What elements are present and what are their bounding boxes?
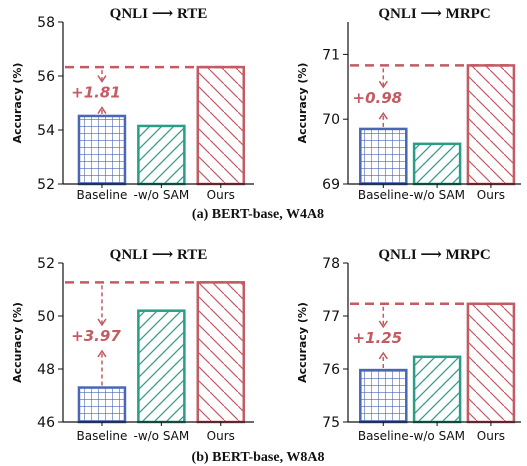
- caption-b: (b) BERT-base, W8A8: [192, 450, 325, 465]
- arrow-down-icon: [378, 80, 388, 89]
- y-tick-label: 52: [37, 177, 55, 193]
- y-tick-label: 71: [322, 47, 340, 63]
- chart-title: QNLI ⟶ RTE: [110, 247, 208, 263]
- y-tick-label: 76: [322, 362, 340, 378]
- improvement-label: +0.98: [353, 89, 403, 107]
- y-tick-label: 69: [322, 177, 340, 193]
- bar-wo-sam: [137, 309, 186, 424]
- bar-wo-sam: [137, 124, 186, 186]
- y-tick-label: 46: [37, 415, 55, 431]
- y-axis-label: Accuracy (%): [296, 302, 309, 383]
- arrow-down-icon: [378, 320, 388, 329]
- chart-panel-w4a8-rte: QNLI ⟶ RTE Accuracy (%) 52 54 56 58 Baseline -w…: [11, 6, 254, 202]
- chart-panel-w4a8-mrpc: QNLI ⟶ MRPC Accuracy (%) 69 70 71 Baseline -w/…: [296, 6, 521, 202]
- y-axis-label: Accuracy (%): [11, 63, 24, 144]
- y-tick-label: 54: [37, 123, 55, 139]
- chart-title: QNLI ⟶ MRPC: [378, 6, 490, 22]
- x-tick-label: -w/o SAM: [133, 429, 189, 443]
- improvement-label: +1.81: [71, 84, 121, 102]
- x-tick-label: -w/o SAM: [409, 429, 465, 443]
- y-tick-label: 77: [322, 309, 340, 325]
- arrow-up-icon: [378, 351, 388, 360]
- bar-baseline: [77, 114, 127, 186]
- bar-baseline: [77, 386, 127, 424]
- x-tick-label: Baseline: [358, 188, 409, 202]
- arrow-down-icon: [97, 318, 107, 327]
- y-tick-label: 48: [37, 362, 55, 378]
- y-tick-label: 56: [37, 69, 55, 85]
- x-tick-label: Baseline: [77, 429, 128, 443]
- x-tick-label: Ours: [477, 188, 505, 202]
- improvement-label: +3.97: [71, 327, 121, 345]
- bar-baseline: [359, 127, 408, 186]
- chart-panel-w8a8-mrpc: QNLI ⟶ MRPC Accuracy (%) 75 76 77 78 Baseline -…: [296, 247, 521, 443]
- bar-baseline: [359, 368, 408, 424]
- y-tick-label: 78: [322, 256, 340, 272]
- x-tick-label: -w/o SAM: [133, 188, 189, 202]
- arrow-up-icon: [97, 106, 107, 114]
- x-tick-label: Baseline: [358, 429, 409, 443]
- chart-title: QNLI ⟶ RTE: [110, 6, 208, 22]
- x-tick-label: Ours: [207, 429, 235, 443]
- x-tick-label: Baseline: [77, 188, 128, 202]
- arrow-up-icon: [378, 111, 388, 120]
- improvement-label: +1.25: [353, 329, 403, 347]
- arrow-down-icon: [97, 75, 107, 83]
- y-tick-label: 58: [37, 15, 55, 31]
- bar-ours: [466, 302, 516, 424]
- y-tick-label: 70: [322, 112, 340, 128]
- y-tick-label: 75: [322, 415, 340, 431]
- x-tick-label: -w/o SAM: [409, 188, 465, 202]
- x-tick-label: Ours: [477, 429, 505, 443]
- bar-ours: [196, 281, 246, 424]
- y-tick-label: 50: [37, 309, 55, 325]
- arrow-up-icon: [97, 349, 107, 358]
- y-axis-label: Accuracy (%): [296, 63, 309, 144]
- chart-panel-w8a8-rte: QNLI ⟶ RTE Accuracy (%) 46 48 50 52 Baseline -w…: [11, 247, 254, 443]
- caption-a: (a) BERT-base, W4A8: [192, 207, 324, 222]
- x-tick-label: Ours: [207, 188, 235, 202]
- bar-ours: [466, 64, 516, 186]
- bar-wo-sam: [412, 355, 462, 424]
- bar-wo-sam: [412, 142, 462, 186]
- chart-title: QNLI ⟶ MRPC: [378, 247, 490, 263]
- y-axis-label: Accuracy (%): [11, 302, 24, 383]
- bar-ours: [196, 65, 246, 186]
- y-tick-label: 52: [37, 256, 55, 272]
